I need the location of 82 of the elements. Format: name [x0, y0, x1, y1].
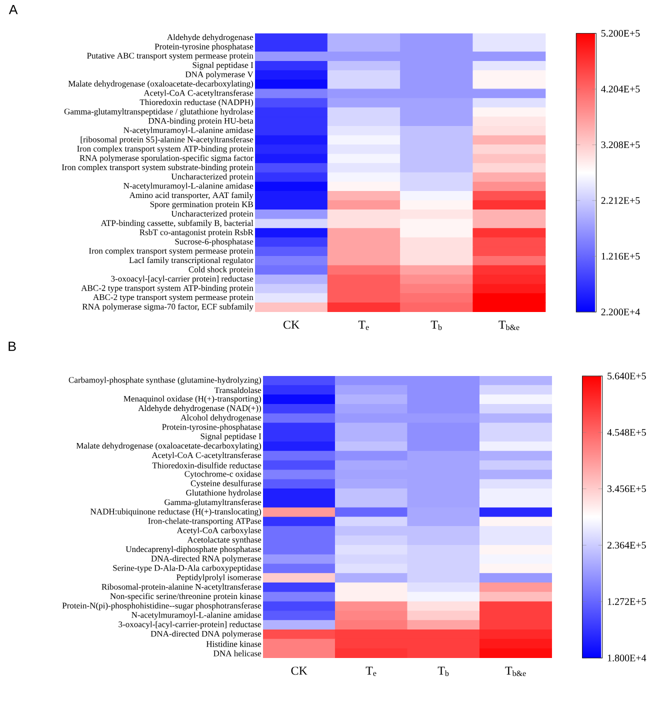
- y-tick-label: DNA polymerase V: [185, 71, 254, 80]
- y-tick-label: Glutathione hydrolase: [186, 490, 262, 498]
- x-tick-label: T$_{b&e}$: [505, 666, 526, 676]
- y-tick-label: Acetyl-CoA C-acetyltransferase: [152, 452, 262, 460]
- color-bar-label: 4.204E+5: [601, 86, 640, 92]
- y-tick-label: NADH:ubiquinone reductase (H(+)-translocating): [90, 508, 262, 516]
- y-tick-label: Undecaprenyl-diphosphate phosphatase: [126, 546, 262, 554]
- y-tick-label: [ribosomal protein S5]-alanine N-acetyltransferase: [80, 136, 254, 144]
- y-tick-label: Acetyl-CoA carboxylase: [176, 527, 262, 535]
- y-tick-label: Protein-tyrosine phosphatase: [154, 43, 254, 52]
- x-tick-label: T$_{e}$: [366, 666, 376, 676]
- color-bar-label: 2.212E+5: [601, 197, 640, 204]
- y-tick-label: Non-specific serine/threonine protein kinase: [110, 592, 262, 601]
- y-tick-label: Cysteine desulfurase: [190, 480, 262, 488]
- y-tick-label: RNA polymerase sporulation-specific sigma factor: [80, 154, 254, 163]
- y-tick-label: Aldehyde dehydrogenase (NAD(+)): [138, 405, 262, 413]
- y-tick-label: Sucrose-6-phosphatase: [175, 238, 254, 246]
- y-tick-label: DNA-binding protein HU-beta: [148, 118, 254, 126]
- y-tick-label: ABC-2 type transport system ATP-binding protein: [81, 284, 254, 293]
- y-tick-label: ABC-2 type transport system permease protein: [93, 294, 254, 302]
- y-tick-label: Malate dehydrogenase (oxaloacetate-decarboxylating): [68, 80, 254, 88]
- y-tick-label: Signal peptidase I: [192, 62, 254, 70]
- y-tick-label: Signal peptidase I: [200, 433, 262, 441]
- y-tick-label: RsbT co-antagonist protein RsbR: [140, 229, 254, 237]
- y-tick-label: Uncharacterized protein: [171, 173, 254, 182]
- text: B: [8, 342, 16, 351]
- y-tick-label: Cold shock protein: [188, 266, 254, 274]
- y-tick-label: Amino acid transporter, AAT family: [129, 192, 254, 200]
- y-tick-label: Protein-N(pi)-phosphohistidine--sugar phosphotransferase: [62, 602, 262, 610]
- color-bar-label: 1.216E+5: [602, 252, 640, 260]
- y-tick-label: N-acetylmuramoyl-L-alanine amidase: [124, 126, 254, 135]
- y-tick-label: 3-oxoacyl-[acyl-carrier protein] reductase: [111, 276, 254, 284]
- y-tick-label: Malate dehydrogenase (oxaloacetate-decarboxylating): [76, 442, 262, 450]
- y-tick-label: Thioredoxin-disulfide reductase: [152, 462, 262, 468]
- y-tick-label: Aldehyde dehydrogenase: [166, 34, 254, 42]
- color-bar-label: 2.364E+5: [607, 542, 646, 549]
- y-tick-label: Protein-tyrosine-phosphatase: [162, 424, 262, 432]
- y-tick-label: ATP-binding cassette, subfamily B, bacterial: [100, 220, 254, 228]
- y-tick-label: Iron-chelate-transporting ATPase: [148, 518, 262, 526]
- y-tick-label: LacI family transcriptional regulator: [129, 256, 254, 265]
- color-bar-label: 2.200E+4: [601, 308, 640, 316]
- text: A: [8, 4, 18, 14]
- x-tick-label: CK: [291, 666, 308, 675]
- color-bar-label: 3.208E+5: [601, 141, 640, 148]
- x-tick-label: T$_{b}$: [430, 320, 442, 330]
- x-tick-label: T$_{b&e}$: [498, 320, 520, 330]
- y-tick-label: RNA polymerase sigma-70 factor, ECF subfamily: [82, 303, 254, 312]
- color-bar-label: 4.548E+5: [607, 429, 646, 436]
- y-tick-label: Putative ABC transport system permease protein: [87, 52, 254, 60]
- color-bar-label: 5.200E+5: [601, 30, 640, 37]
- y-tick-label: Gamma-glutamyltransferase: [164, 498, 262, 507]
- y-tick-label: Uncharacterized protein: [171, 210, 254, 218]
- y-tick-label: Thioredoxin reductase (NADPH): [140, 99, 254, 107]
- y-tick-label: Carbamoyl-phosphate synthase (glutamine-hydrolyzing): [68, 376, 262, 385]
- y-tick-label: Gamma-glutamyltranspeptidase / glutathione hydrolase: [64, 108, 254, 116]
- y-tick-label: Alcohol dehydrogenase: [180, 414, 262, 422]
- x-tick-label: T$_{b}$: [438, 666, 449, 676]
- y-tick-label: Acetolactate synthase: [187, 536, 262, 544]
- y-tick-label: Menaquinol oxidase (H(+)-transporting): [124, 396, 262, 404]
- color-bar-label: 1.800E+4: [608, 654, 646, 662]
- y-tick-label: Iron complex transport system ATP-binding protein: [77, 146, 254, 154]
- y-tick-label: Cytochrome-c oxidase: [184, 470, 262, 479]
- y-tick-label: N-acetylmuramoyl-L-alanine amidase: [124, 182, 254, 190]
- y-tick-label: Peptidylprolyl isomerase: [176, 574, 262, 582]
- y-tick-label: DNA-directed DNA polymerase: [150, 630, 262, 638]
- y-tick-label: Iron complex transport system substrate-binding protein: [62, 164, 254, 172]
- y-tick-label: Serine-type D-Ala-D-Ala carboxypeptidase: [113, 564, 262, 573]
- y-tick-label: Acetyl-CoA C-acetyltransferase: [144, 90, 254, 98]
- color-bar-label: 1.272E+5: [608, 598, 646, 605]
- color-bar-label: 3.456E+5: [608, 485, 646, 492]
- x-tick-label: T$_{e}$: [358, 320, 369, 330]
- y-tick-label: DNA helicase: [214, 650, 262, 656]
- x-tick-label: CK: [283, 320, 300, 329]
- y-tick-label: Histidine kinase: [206, 640, 262, 647]
- y-tick-label: Transaldolase: [214, 387, 262, 394]
- color-bar-label: 5.640E+5: [608, 372, 646, 380]
- y-tick-label: Spore germination protein KB: [150, 201, 253, 209]
- y-tick-label: N-acetylmuramoyl-L-alanine amidase: [132, 612, 262, 620]
- y-tick-label: 3-oxoacyl-[acyl-carrier-protein] reductase: [118, 621, 262, 629]
- y-tick-label: Ribosomal-protein-alanine N-acetyltransferase: [102, 584, 262, 592]
- y-tick-label: Iron complex transport system permease protein: [89, 248, 254, 256]
- y-tick-label: DNA-directed RNA polymerase: [151, 555, 262, 564]
